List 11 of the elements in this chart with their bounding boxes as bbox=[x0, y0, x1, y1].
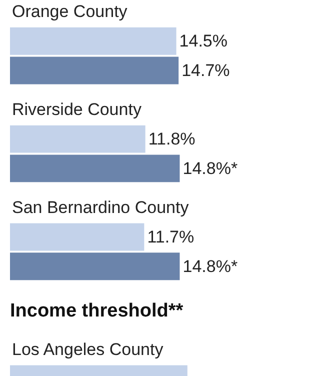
y-tick-label: San Bernardino County bbox=[12, 198, 190, 217]
y-tick-label: Los Angeles County bbox=[12, 340, 164, 359]
data-label: 11.7% bbox=[147, 228, 194, 247]
chart-title: Income threshold** bbox=[10, 300, 184, 322]
data-label: 14.8%* bbox=[182, 256, 238, 276]
y-tick-label: Orange County bbox=[12, 2, 128, 21]
data-label: 14.7% bbox=[182, 61, 230, 80]
data-label: 11.8% bbox=[148, 130, 196, 149]
y-tick-label: Riverside County bbox=[12, 100, 142, 119]
data-label: 14.8%* bbox=[182, 158, 238, 178]
data-label: 14.5% bbox=[179, 32, 228, 51]
